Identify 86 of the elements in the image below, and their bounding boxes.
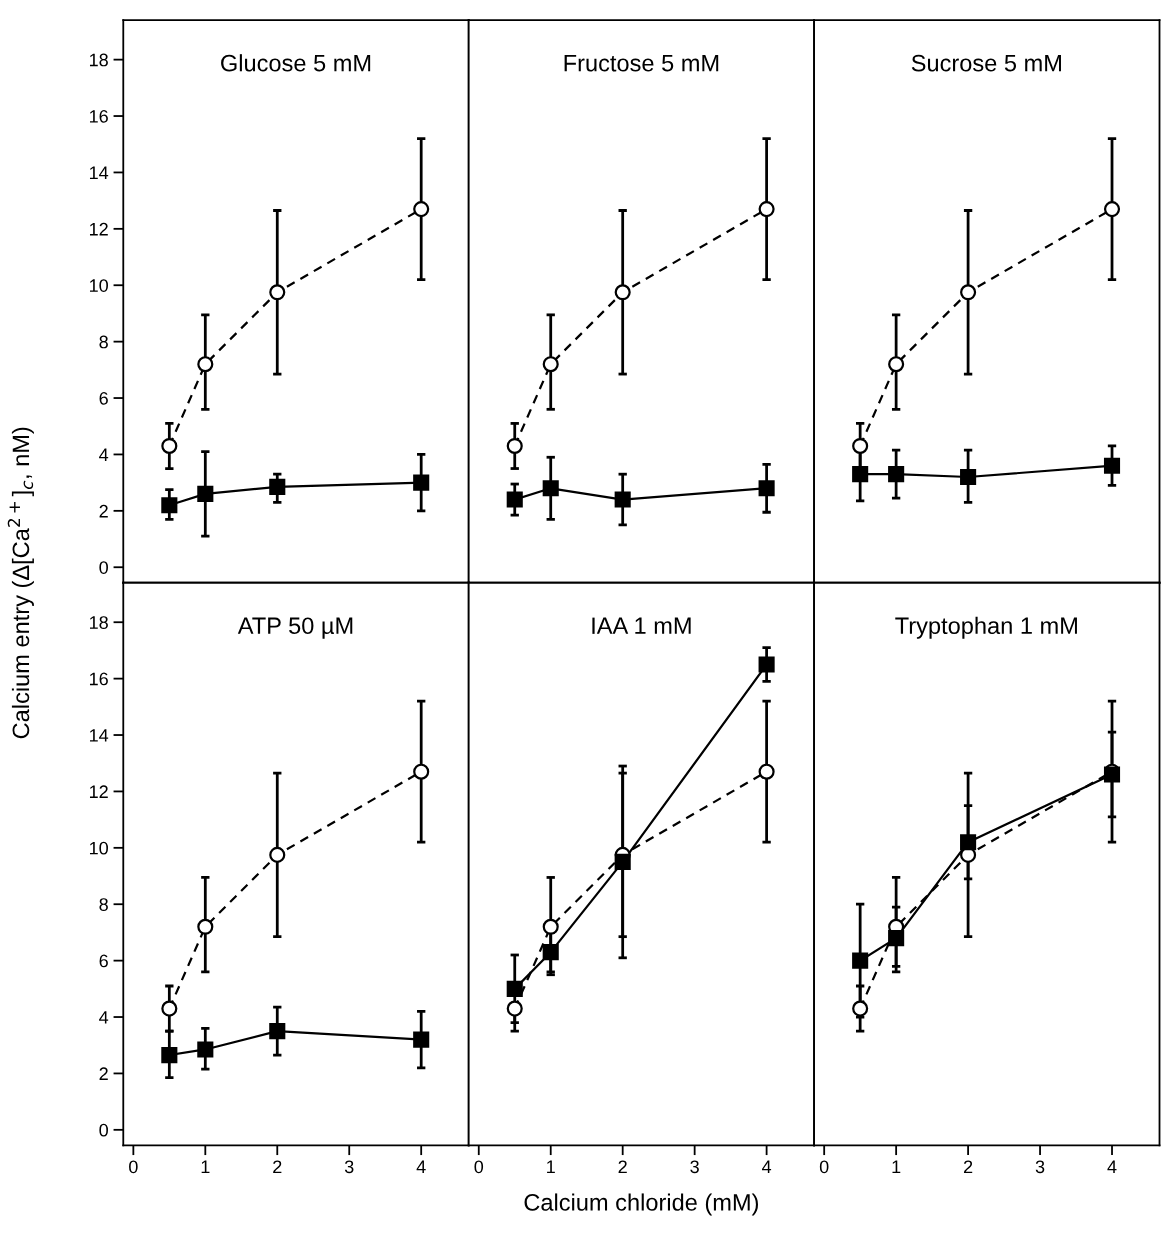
y-tick-label: 12: [89, 222, 108, 236]
point: [161, 1000, 178, 1017]
point: [852, 466, 869, 483]
y-tick-label: 4: [99, 448, 109, 461]
x-tick-label: 4: [1107, 1160, 1117, 1174]
point: [542, 918, 559, 935]
x-tick-label: 2: [618, 1160, 627, 1174]
x-tick-label: 1: [892, 1160, 901, 1174]
point: [758, 763, 775, 780]
y-tick-label: 16: [89, 109, 108, 123]
point: [413, 474, 430, 491]
point: [758, 201, 775, 218]
y-tick-label: 0: [99, 561, 108, 574]
point: [960, 468, 977, 486]
point: [1103, 457, 1121, 474]
y-tick-label: 6: [99, 954, 108, 968]
point: [614, 284, 631, 301]
point: [197, 918, 214, 935]
x-tick-label: 2: [963, 1160, 973, 1174]
y-tick-label: 14: [89, 729, 109, 742]
x-axis-title: Calcium chloride (mM): [524, 1193, 759, 1216]
point: [960, 284, 977, 301]
y-tick-label: 4: [99, 1011, 109, 1024]
point: [161, 437, 178, 455]
y-tick-label: 8: [99, 898, 108, 911]
point: [888, 356, 905, 373]
point: [960, 834, 977, 851]
point: [614, 853, 631, 870]
text: Fructose 5 mM: [564, 55, 719, 72]
point: [542, 480, 559, 497]
x-tick-label: 3: [1035, 1160, 1045, 1174]
y-tick-label: 2: [99, 1067, 108, 1080]
point: [506, 980, 523, 997]
point: [506, 1000, 523, 1017]
point: [197, 485, 214, 502]
y-tick-label: 14: [89, 166, 109, 179]
point: [888, 930, 905, 947]
point: [413, 763, 430, 780]
text: Glucose 5 mM: [221, 54, 371, 72]
point: [197, 1041, 214, 1058]
x-tick-label: 1: [547, 1160, 555, 1174]
y-tick-label: 0: [99, 1123, 108, 1137]
y-tick-label: 2: [99, 504, 108, 518]
point: [413, 1031, 430, 1048]
point: [269, 478, 286, 495]
point: [269, 284, 286, 301]
point: [614, 491, 631, 508]
point: [888, 466, 905, 483]
x-tick-label: 0: [474, 1160, 484, 1174]
y-tick-label: 18: [89, 616, 108, 629]
y-tick-label: 12: [89, 785, 108, 798]
y-tick-label: 18: [89, 53, 108, 67]
y-tick-label: 6: [99, 391, 108, 405]
point: [758, 656, 775, 673]
point: [413, 201, 430, 218]
x-tick-label: 3: [344, 1160, 354, 1174]
y-tick-label: 10: [89, 841, 108, 855]
x-tick-label: 0: [819, 1160, 829, 1174]
point: [852, 437, 869, 455]
text: Tryptophan 1 mM: [895, 616, 1077, 639]
point: [1103, 201, 1121, 218]
y-tick-label: 10: [89, 279, 108, 292]
point: [852, 952, 869, 969]
x-tick-label: 2: [273, 1160, 282, 1174]
x-tick-label: 3: [690, 1160, 699, 1174]
text: IAA 1 mM: [592, 617, 691, 634]
text: ATP 50 µM: [237, 617, 353, 639]
point: [542, 356, 559, 373]
y-tick-label: 16: [89, 672, 108, 686]
point: [197, 356, 214, 373]
point: [269, 1023, 286, 1040]
point: [161, 497, 178, 514]
point: [161, 1047, 178, 1064]
point: [506, 437, 523, 455]
point: [506, 491, 523, 508]
x-tick-label: 0: [129, 1160, 138, 1174]
text: Sucrose 5 mM: [911, 54, 1061, 72]
y-axis-title: Calcium entry (Δ[Ca$^{2+}$]$_{c}$, nM): [7, 427, 34, 739]
x-tick-label: 1: [201, 1160, 210, 1174]
point: [542, 944, 559, 961]
point: [269, 846, 286, 863]
y-tick-label: 8: [99, 335, 108, 349]
point: [852, 1000, 869, 1017]
x-tick-label: 4: [416, 1160, 426, 1174]
point: [758, 480, 775, 497]
x-tick-label: 4: [762, 1160, 772, 1174]
